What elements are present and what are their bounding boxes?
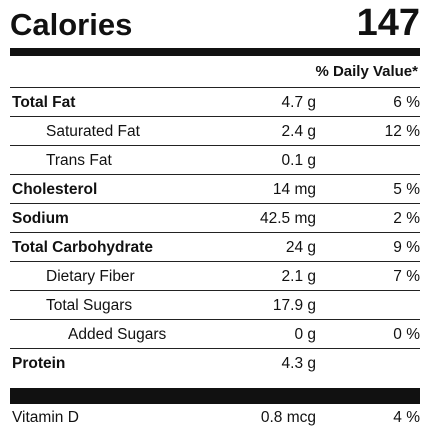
thick-divider-top: [10, 48, 420, 56]
daily-value-header: % Daily Value*: [315, 63, 418, 80]
nutrient-amount: 4.7 g: [281, 94, 316, 111]
nutrient-name: Total Fat: [12, 94, 76, 111]
vitamin-row: Vitamin D 0.8 mcg 4 %: [10, 404, 420, 430]
nutrient-amount: 24 g: [285, 239, 316, 256]
nutrient-name: Protein: [12, 355, 66, 372]
nutrient-name: Total Carbohydrate: [12, 239, 153, 256]
nutrient-amount: 14 mg: [272, 181, 316, 198]
nutrient-daily-value: 0 %: [393, 326, 420, 343]
nutrient-amount: 42.5 mg: [259, 210, 316, 227]
nutrient-name: Trans Fat: [46, 152, 112, 169]
calories-value: 147: [356, 2, 420, 44]
nutrient-row: Added Sugars 0 g 0 %: [10, 319, 420, 348]
nutrient-row: Cholesterol 14 mg 5 %: [10, 174, 420, 203]
thick-divider-vitamins: [10, 388, 420, 404]
nutrient-amount: 0.1 g: [281, 152, 316, 169]
nutrient-name: Cholesterol: [12, 181, 98, 198]
vitamin-amount: 0.8 mcg: [260, 409, 316, 426]
nutrient-name: Total Sugars: [46, 297, 133, 314]
nutrient-name: Sodium: [12, 210, 69, 227]
nutrient-amount: 2.1 g: [281, 268, 316, 285]
nutrient-name: Saturated Fat: [46, 123, 140, 140]
nutrient-daily-value: 6 %: [393, 94, 420, 111]
daily-value-header-row: % Daily Value*: [10, 58, 420, 86]
nutrient-row: Dietary Fiber 2.1 g 7 %: [10, 261, 420, 290]
nutrient-row: Trans Fat 0.1 g: [10, 145, 420, 174]
nutrient-table: Total Fat 4.7 g 6 % Saturated Fat 2.4 g 12 % T…: [10, 87, 420, 377]
nutrient-amount: 4.3 g: [281, 355, 316, 372]
calories-row: Calories 147: [10, 0, 420, 44]
nutrient-name: Added Sugars: [68, 326, 167, 343]
nutrient-name: Dietary Fiber: [46, 268, 135, 285]
nutrient-daily-value: 7 %: [393, 268, 420, 285]
nutrient-daily-value: 9 %: [393, 239, 420, 256]
nutrient-amount: 0 g: [294, 326, 316, 343]
calories-label: Calories: [10, 7, 133, 42]
nutrient-row: Sodium 42.5 mg 2 %: [10, 203, 420, 232]
nutrient-row: Total Carbohydrate 24 g 9 %: [10, 232, 420, 261]
nutrient-daily-value: 5 %: [393, 181, 420, 198]
nutrient-row: Total Sugars 17.9 g: [10, 290, 420, 319]
nutrient-row: Saturated Fat 2.4 g 12 %: [10, 116, 420, 145]
nutrient-daily-value: 12 %: [384, 123, 420, 140]
nutrient-row: Total Fat 4.7 g 6 %: [10, 87, 420, 116]
nutrient-amount: 17.9 g: [272, 297, 316, 314]
vitamin-daily-value: 4 %: [393, 409, 420, 426]
vitamin-name: Vitamin D: [12, 409, 79, 426]
nutrient-amount: 2.4 g: [281, 123, 316, 140]
nutrient-daily-value: 2 %: [393, 210, 420, 227]
nutrient-row: Protein 4.3 g: [10, 348, 420, 377]
